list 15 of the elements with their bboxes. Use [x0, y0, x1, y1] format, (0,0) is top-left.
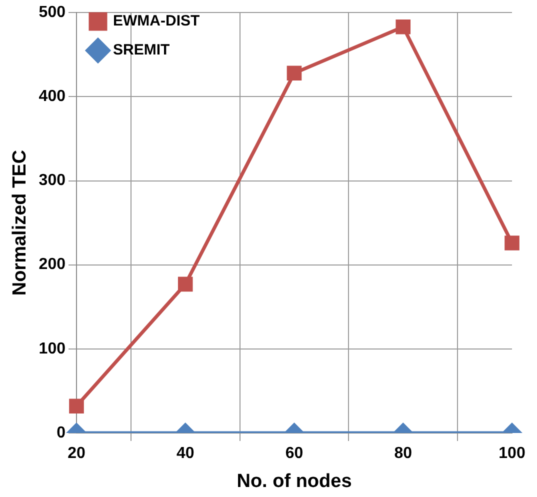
x-tick-label: 60: [285, 445, 304, 462]
legend-label: SREMIT: [112, 42, 170, 59]
legend-label: EWMA-DIST: [112, 12, 200, 30]
y-tick-label: 200: [38, 256, 66, 274]
x-tick-label: 40: [176, 445, 194, 462]
y-axis-title: Normalized TEC: [10, 150, 31, 296]
y-tick-label: 100: [38, 340, 66, 358]
x-axis-title: No. of nodes: [236, 470, 352, 492]
y-tick-label: 300: [38, 172, 66, 190]
y-tick-label: 400: [38, 88, 66, 106]
x-tick-label: 100: [498, 445, 526, 462]
x-tick-label: 80: [394, 445, 412, 462]
y-tick-label: 0: [56, 424, 66, 442]
y-tick-label: 500: [38, 4, 66, 22]
x-tick-label: 20: [68, 445, 86, 462]
